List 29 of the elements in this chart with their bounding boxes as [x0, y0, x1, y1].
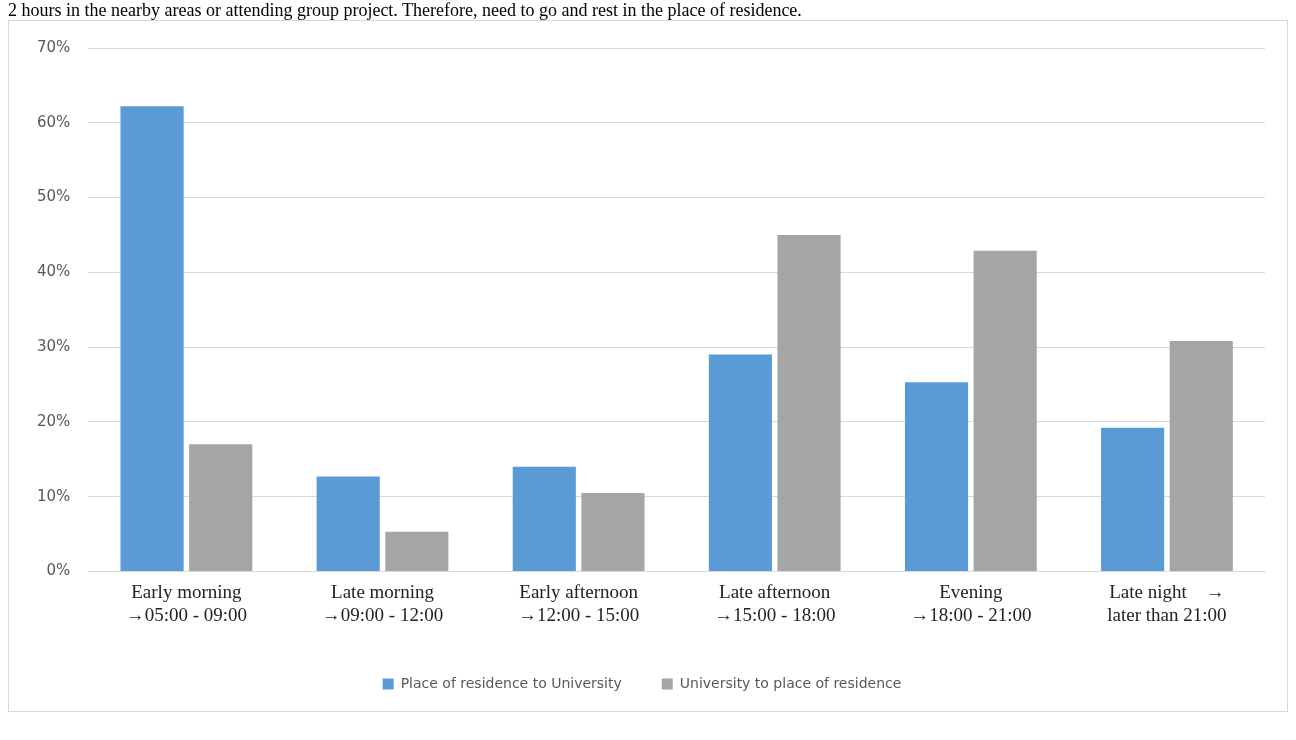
legend-label: University to place of residence	[679, 674, 902, 691]
y-tick-label: 70%	[37, 37, 71, 56]
bar	[1101, 427, 1165, 571]
x-tick-label: Late afternoon →15:00 - 18:00	[714, 580, 836, 625]
y-tick-label: 60%	[37, 112, 71, 131]
x-tick-label: Early afternoon →12:00 - 15:00	[517, 580, 640, 625]
bar	[385, 531, 449, 571]
bar	[973, 250, 1037, 571]
y-tick-label: 20%	[37, 411, 71, 430]
bar	[316, 476, 380, 571]
bar	[904, 382, 969, 571]
bar	[581, 492, 645, 571]
x-tick-label: Evening →18:00 - 21:00	[910, 580, 1032, 625]
y-tick-label: 0%	[46, 561, 71, 580]
bar	[189, 444, 253, 571]
text: 2 hours in the nearby areas or attending group project. Therefore, need to go and rest in the place of residence.	[8, 0, 803, 20]
bar	[777, 234, 841, 571]
y-tick-label: 40%	[37, 262, 71, 281]
bar	[512, 466, 576, 571]
y-tick-label: 50%	[37, 187, 71, 206]
x-tick-label: Early morning →05:00 - 09:00	[125, 580, 248, 625]
x-tick-label: Late morning →09:00 - 12:00	[321, 580, 444, 625]
bar	[708, 354, 772, 571]
bar	[1169, 341, 1233, 571]
y-tick-label: 30%	[37, 336, 71, 355]
bar	[120, 106, 184, 571]
y-tick-label: 10%	[37, 486, 71, 505]
legend-label: Place of residence to University	[400, 674, 622, 691]
x-tick-label: Late night → later than 21:00	[1107, 580, 1227, 625]
